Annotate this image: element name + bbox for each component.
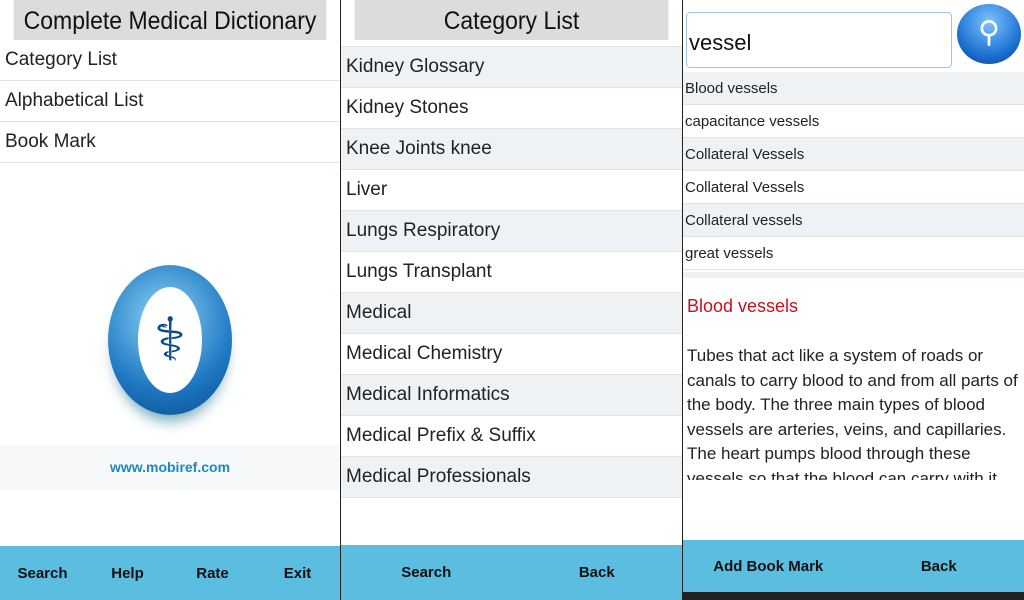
menu-category-list[interactable]: Category List (0, 40, 340, 81)
website-link[interactable]: www.mobiref.com (0, 445, 340, 490)
category-item[interactable]: Kidney Glossary (341, 47, 682, 88)
exit-button[interactable]: Exit (283, 564, 312, 582)
category-item[interactable]: Medical (341, 293, 682, 334)
rate-button[interactable]: Rate (196, 564, 229, 582)
category-item[interactable]: Kidney Stones (341, 88, 682, 129)
results-list: Blood vessels capacitance vessels Collater… (683, 72, 1024, 270)
search-magnifier-icon[interactable]: ⚲ (957, 4, 1021, 64)
result-item[interactable]: Collateral vessels (683, 204, 1024, 237)
category-screen: Category List Kidney Glossary Kidney Ston… (341, 0, 682, 600)
menu-book-mark[interactable]: Book Mark (0, 122, 340, 163)
search-input[interactable]: vessel (686, 12, 952, 68)
category-item[interactable]: Medical Professionals (341, 457, 682, 498)
bottom-bar: Search Help Rate Exit (0, 546, 340, 600)
detail-title: Blood vessels (687, 296, 799, 316)
category-item[interactable]: Medical Chemistry (341, 334, 682, 375)
app-title: Complete Medical Dictionary (13, 0, 327, 40)
category-item[interactable]: Knee Joints knee (341, 129, 682, 170)
bottom-bar: Add Book Mark Back (683, 540, 1024, 592)
back-button[interactable]: Back (920, 557, 957, 575)
category-item[interactable]: Liver (341, 170, 682, 211)
search-screen: vessel ⚲ Blood vessels capacitance vessel… (683, 0, 1024, 592)
back-button[interactable]: Back (578, 564, 615, 581)
category-list: Kidney Glossary Kidney Stones Knee Joints … (341, 47, 682, 498)
detail-body: Tubes that act like a system of roads or… (687, 346, 1018, 480)
result-item[interactable]: Collateral Vessels (683, 138, 1024, 171)
category-item[interactable]: Medical Prefix & Suffix (341, 416, 682, 457)
category-item[interactable]: Medical Informatics (341, 375, 682, 416)
menu-alphabetical-list[interactable]: Alphabetical List (0, 81, 340, 122)
bottom-bar: Search Back (341, 545, 682, 600)
add-bookmark-button[interactable]: Add Book Mark (713, 557, 824, 575)
result-item[interactable]: Collateral Vessels (683, 171, 1024, 204)
result-item[interactable]: capacitance vessels (683, 105, 1024, 138)
result-item[interactable]: Blood vessels (683, 72, 1024, 105)
caduceus-logo-icon: ⚕ (108, 265, 232, 415)
category-item[interactable]: Lungs Respiratory (341, 211, 682, 252)
search-button[interactable]: Search (17, 564, 68, 582)
category-title: Category List (354, 0, 669, 40)
help-button[interactable]: Help (111, 564, 144, 582)
search-button[interactable]: Search (401, 564, 452, 581)
result-item[interactable]: great vessels (683, 237, 1024, 270)
home-screen: Complete Medical Dictionary Category Lis… (0, 0, 340, 600)
category-item[interactable]: Lungs Transplant (341, 252, 682, 293)
